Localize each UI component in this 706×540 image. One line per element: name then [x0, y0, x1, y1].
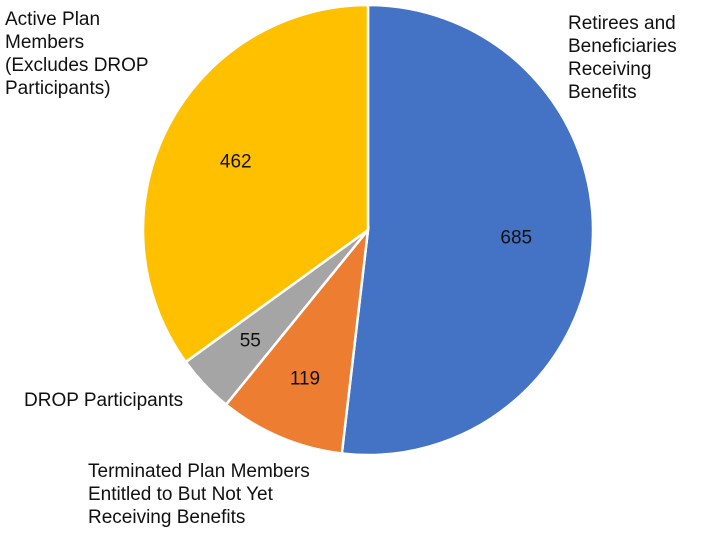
- value-retirees: 685: [500, 228, 532, 249]
- value-active: 462: [220, 151, 252, 172]
- slice-active: [141, 3, 370, 364]
- label-terminated: Terminated Plan Members Entitled to But …: [88, 461, 310, 528]
- value-terminated: 119: [290, 368, 320, 389]
- value-drop: 55: [240, 330, 261, 351]
- pie-slices: [141, 3, 595, 457]
- label-drop: DROP Participants: [24, 390, 184, 411]
- slice-retirees: [340, 3, 595, 457]
- pie-value-labels: 685 119 55 462: [220, 151, 532, 389]
- label-retirees: Retirees and Beneficiaries Receiving Ben…: [568, 13, 677, 103]
- slice-terminated: [224, 225, 370, 455]
- label-active: Active Plan Members (Excludes DROP Parti…: [5, 9, 149, 99]
